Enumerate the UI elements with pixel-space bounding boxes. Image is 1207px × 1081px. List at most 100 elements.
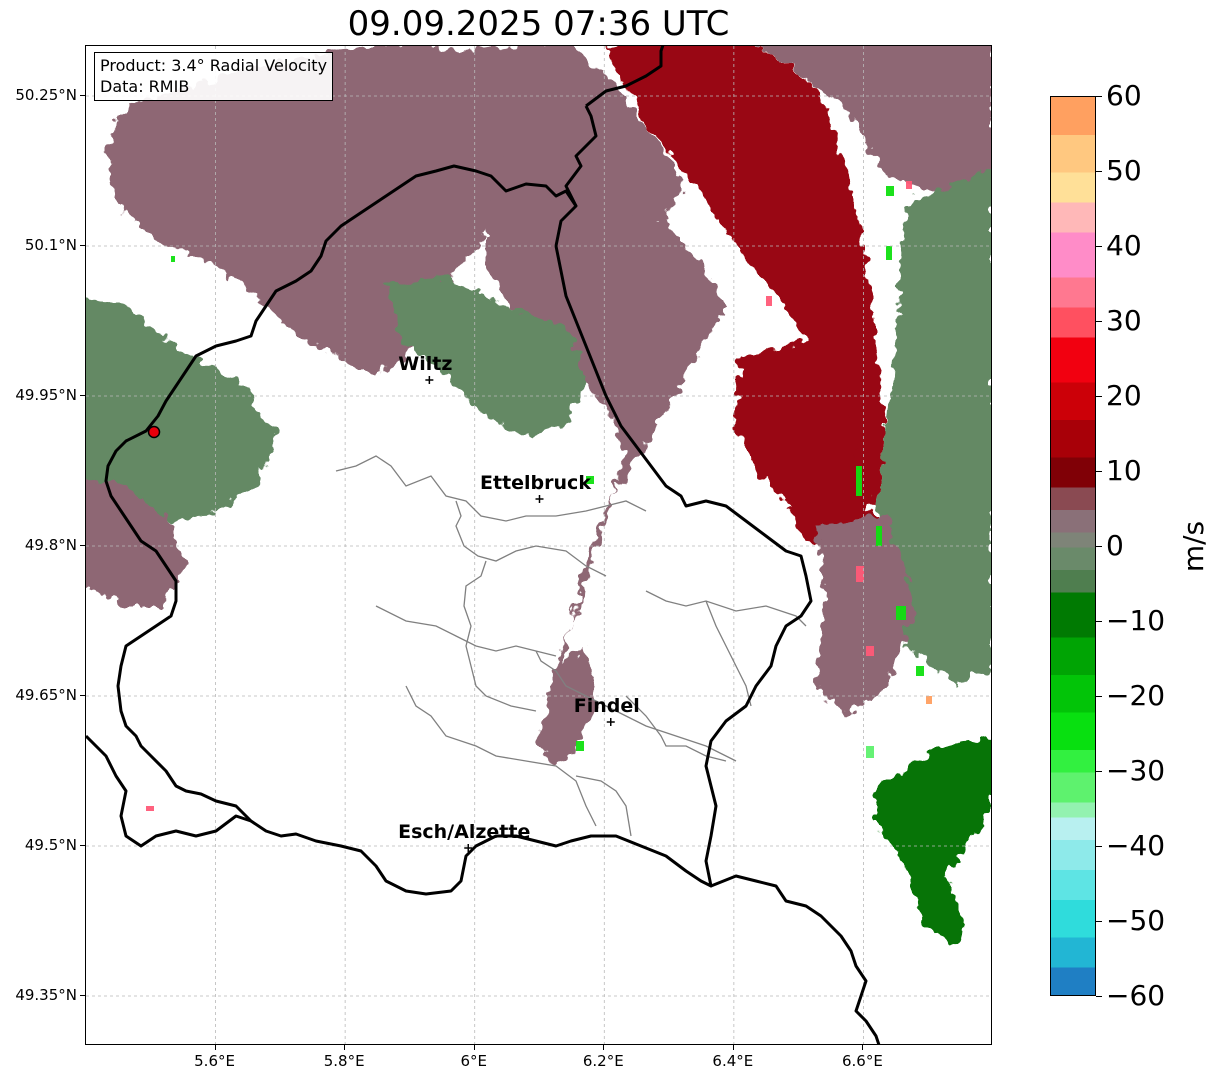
lat-tick-mark: [80, 695, 85, 696]
colorbar-segment: [1051, 382, 1095, 420]
city-marker[interactable]: Esch/Alzette: [398, 821, 530, 852]
city-marker[interactable]: Findel: [574, 695, 640, 726]
lon-tick-mark: [344, 1045, 346, 1050]
colorbar-tick-label: −30: [1106, 754, 1166, 787]
echo-muted-green-west-site: [86, 298, 276, 526]
lat-tick-label: 49.8°N: [24, 536, 77, 554]
colorbar-tick-mark: [1096, 96, 1102, 97]
lon-tick-mark: [473, 1045, 475, 1050]
colorbar-segment: [1051, 457, 1095, 488]
velocity-colorbar: [1050, 96, 1096, 996]
map-gridlines: [86, 46, 991, 1044]
colorbar-segment: [1051, 749, 1095, 773]
colorbar-tick-label: 50: [1106, 154, 1142, 187]
colorbar-segment: [1051, 592, 1095, 638]
colorbar-tick-label: 40: [1106, 229, 1142, 262]
colorbar-segment: [1051, 674, 1095, 713]
echo-muted-red-west-site: [86, 478, 186, 606]
lon-tick-label: 6.2°E: [582, 1052, 624, 1070]
colorbar-tick-label: 0: [1106, 529, 1124, 562]
map-title: 09.09.2025 07:36 UTC: [347, 4, 730, 44]
colorbar-tick-mark: [1096, 621, 1102, 622]
city-label: Ettelbruck: [480, 472, 591, 494]
colorbar-tick-mark: [1096, 696, 1102, 697]
lon-tick-mark: [732, 1045, 734, 1050]
colorbar-tick-label: 20: [1106, 379, 1142, 412]
lat-tick-label: 50.1°N: [24, 236, 77, 254]
lat-tick-mark: [80, 95, 85, 96]
lon-tick-mark: [603, 1045, 605, 1050]
radar-site-marker[interactable]: [147, 425, 161, 439]
echo-muted-red-central: [486, 116, 726, 766]
colorbar-segment: [1051, 817, 1095, 840]
colorbar-segment: [1051, 337, 1095, 383]
lon-tick-label: 5.8°E: [323, 1052, 365, 1070]
city-marker[interactable]: Ettelbruck: [480, 472, 591, 503]
echo-muted-red-southeast: [816, 516, 916, 716]
colorbar-segment: [1051, 937, 1095, 968]
lon-tick-label: 6°E: [460, 1052, 487, 1070]
city-label: Findel: [574, 695, 640, 717]
colorbar-segment: [1051, 547, 1095, 570]
velocity-echoes: [86, 46, 991, 946]
colorbar-segment: [1051, 569, 1095, 593]
colorbar-tick-label: −60: [1106, 979, 1166, 1012]
echo-muted-red-north: [466, 46, 686, 226]
lon-tick-label: 5.6°E: [194, 1052, 235, 1070]
colorbar-segment: [1051, 899, 1095, 938]
product-label: Product: 3.4° Radial Velocity: [100, 56, 328, 75]
country-borders: [86, 46, 881, 1044]
lon-tick-label: 6.4°E: [712, 1052, 754, 1070]
colorbar-tick-label: −40: [1106, 829, 1166, 862]
colorbar-segment: [1051, 637, 1095, 675]
colorbar-segment: [1051, 307, 1095, 338]
colorbar-gradient: [1051, 97, 1095, 995]
lat-tick-label: 49.35°N: [15, 986, 77, 1004]
colorbar-tick-mark: [1096, 246, 1102, 247]
colorbar-tick-mark: [1096, 546, 1102, 547]
data-source-label: Data: RMIB: [100, 77, 190, 96]
colorbar-segment: [1051, 419, 1095, 458]
colorbar-tick-mark: [1096, 471, 1102, 472]
colorbar-tick-mark: [1096, 996, 1102, 997]
lon-tick-mark: [214, 1045, 216, 1050]
lat-tick-label: 50.25°N: [15, 86, 77, 104]
lat-tick-mark: [80, 245, 85, 246]
colorbar-tick-label: −10: [1106, 604, 1166, 637]
colorbar-tick-mark: [1096, 171, 1102, 172]
echo-muted-green-east: [876, 166, 991, 686]
colorbar-tick-label: −20: [1106, 679, 1166, 712]
colorbar-tick-mark: [1096, 846, 1102, 847]
colorbar-segment: [1051, 967, 1095, 995]
colorbar-segment: [1051, 532, 1095, 548]
colorbar-segment: [1051, 134, 1095, 173]
colorbar-segment: [1051, 869, 1095, 900]
lon-tick-label: 6.6°E: [842, 1052, 883, 1070]
echo-speckles: [146, 181, 932, 811]
colorbar-tick-mark: [1096, 396, 1102, 397]
colorbar-tick-mark: [1096, 771, 1102, 772]
city-marker[interactable]: Wiltz: [398, 353, 452, 384]
radar-map[interactable]: Wiltz Ettelbruck Findel Esch/Alzette: [85, 45, 992, 1045]
colorbar-segment: [1051, 772, 1095, 803]
colorbar-segment: [1051, 839, 1095, 870]
lat-tick-label: 49.95°N: [15, 386, 77, 404]
colorbar-tick-mark: [1096, 321, 1102, 322]
colorbar-segment: [1051, 232, 1095, 278]
radar-map-canvas: Wiltz Ettelbruck Findel Esch/Alzette: [86, 46, 991, 1044]
echo-scatter-central-south: [556, 646, 596, 766]
colorbar-unit: m/s: [1177, 520, 1207, 573]
luxembourg-border: [104, 164, 813, 896]
colorbar-tick-label: 60: [1106, 79, 1142, 112]
echo-deep-red-east: [736, 341, 856, 516]
colorbar-segment: [1051, 172, 1095, 203]
lat-tick-label: 49.5°N: [24, 836, 77, 854]
city-label: Wiltz: [398, 353, 452, 375]
colorbar-segment: [1051, 277, 1095, 308]
city-label: Esch/Alzette: [398, 821, 530, 843]
echo-muted-red-far-northeast: [760, 46, 991, 196]
colorbar-segment: [1051, 712, 1095, 750]
lat-tick-mark: [80, 395, 85, 396]
colorbar-segment: [1051, 509, 1095, 533]
colorbar-segment: [1051, 97, 1095, 135]
